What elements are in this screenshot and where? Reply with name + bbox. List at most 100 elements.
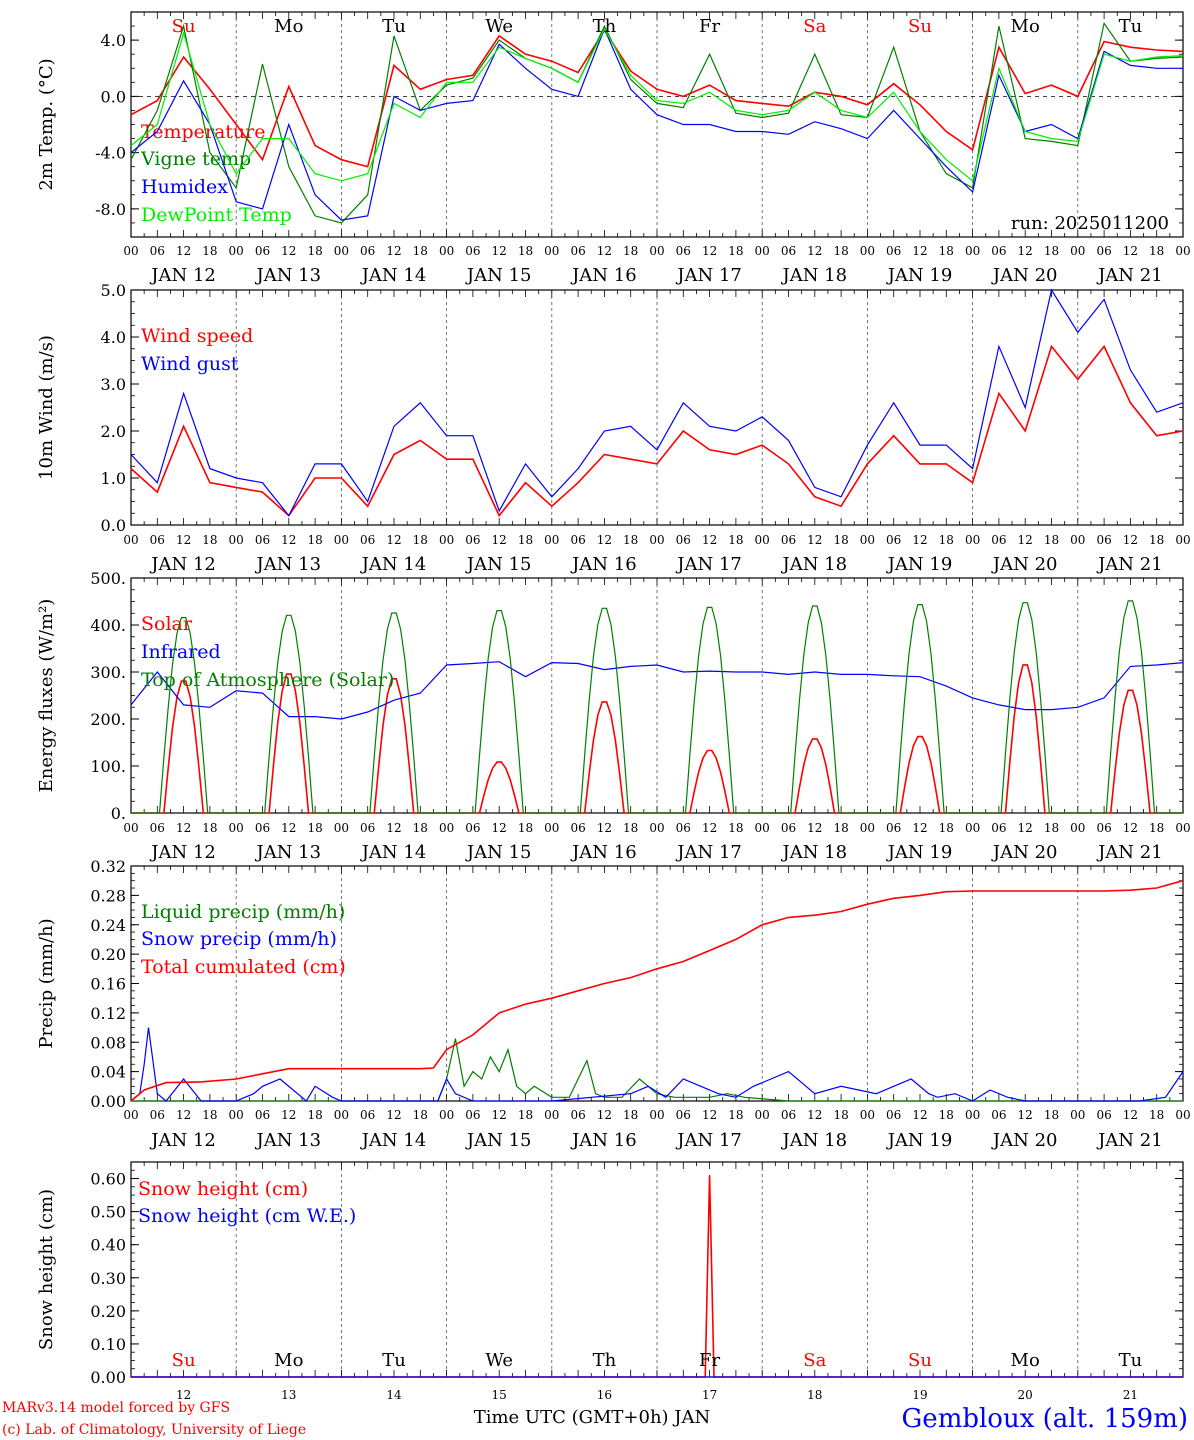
hour-tick-label: 12 <box>807 821 822 835</box>
hour-tick-label: 18 <box>728 1108 743 1122</box>
day-number-label: 13 <box>281 1388 296 1402</box>
hour-tick-label: 12 <box>386 1108 401 1122</box>
hour-tick-label: 00 <box>755 533 770 547</box>
hour-tick-label: 12 <box>1123 1108 1138 1122</box>
hour-tick-label: 18 <box>413 821 428 835</box>
date-label: JAN 21 <box>1096 265 1163 286</box>
hour-tick-label: 06 <box>781 533 796 547</box>
hour-tick-label: 18 <box>1044 821 1059 835</box>
hour-tick-label: 00 <box>965 533 980 547</box>
y-tick-label: 5.0 <box>101 281 126 300</box>
meteogram-panels: 4.0 0.0 -4.0 -8.0 2m Temp. (°C) Temperature Vi… <box>36 11 1191 1402</box>
legend-entry: Top of Atmosphere (Solar) <box>141 669 394 691</box>
hour-tick-label: 12 <box>702 1108 717 1122</box>
hour-tick-label: 12 <box>281 533 296 547</box>
hour-tick-label: 06 <box>570 244 585 258</box>
hour-tick-label: 06 <box>886 533 901 547</box>
series-line-infrared <box>130 661 1184 720</box>
series-line-vigne-temp <box>130 21 1184 224</box>
hour-tick-label: 18 <box>307 244 322 258</box>
hour-tick-label: 12 <box>281 821 296 835</box>
y-tick-label: 100. <box>90 757 126 776</box>
series-line-humidex <box>130 27 1183 221</box>
model-credit-line1: MARv3.14 model forced by GFS <box>2 1400 230 1416</box>
hour-tick-label: 06 <box>570 533 585 547</box>
hour-tick-label: 18 <box>413 533 428 547</box>
hour-tick-label: 12 <box>597 1108 612 1122</box>
hour-tick-label: 00 <box>755 821 770 835</box>
y-tick-label: 1.0 <box>101 469 126 488</box>
date-label: JAN 20 <box>991 842 1058 863</box>
date-label: JAN 14 <box>360 1130 427 1151</box>
y-tick-label: 0.04 <box>90 1063 126 1082</box>
hour-tick-label: 06 <box>150 533 165 547</box>
hour-tick-label: 12 <box>1018 244 1033 258</box>
hour-tick-label: 18 <box>833 533 848 547</box>
hour-tick-label: 18 <box>413 244 428 258</box>
y-tick-label: 0.50 <box>90 1203 126 1222</box>
date-label: JAN 16 <box>570 1130 637 1151</box>
hour-tick-label: 18 <box>1149 244 1164 258</box>
hour-tick-label: 12 <box>807 1108 822 1122</box>
weekday-label: Tu <box>382 1350 406 1371</box>
hour-tick-label: 00 <box>965 1108 980 1122</box>
date-label: JAN 17 <box>675 1130 742 1151</box>
hour-tick-label: 18 <box>202 533 217 547</box>
y-tick-label: 0.60 <box>90 1170 126 1189</box>
hour-tick-label: 00 <box>123 244 138 258</box>
hour-tick-label: 06 <box>676 821 691 835</box>
hour-tick-label: 06 <box>886 244 901 258</box>
hour-tick-label: 06 <box>1096 1108 1111 1122</box>
series-line-liquid-precip-mm-h- <box>131 1038 1183 1102</box>
hour-tick-label: 06 <box>781 1108 796 1122</box>
hour-tick-label: 06 <box>255 821 270 835</box>
hour-tick-label: 06 <box>465 533 480 547</box>
date-label: JAN 13 <box>255 842 322 863</box>
legend-entry: Temperature <box>141 121 265 143</box>
hour-tick-label: 12 <box>912 244 927 258</box>
date-label: JAN 14 <box>360 554 427 575</box>
hour-tick-label: 00 <box>1070 1108 1085 1122</box>
hour-tick-label: 12 <box>597 244 612 258</box>
date-label: JAN 18 <box>781 554 848 575</box>
hour-tick-label: 18 <box>1044 1108 1059 1122</box>
hour-tick-label: 12 <box>386 244 401 258</box>
hour-tick-label: 06 <box>781 244 796 258</box>
series-line-snow-precip-mm-h- <box>130 1027 1184 1102</box>
hour-tick-label: 18 <box>307 533 322 547</box>
panel-precip: 0.00 0.04 0.08 0.12 0.16 0.20 0.24 0.28 0.32 Prec… <box>36 857 1191 1151</box>
date-label: JAN 17 <box>675 554 742 575</box>
hour-tick-label: 00 <box>229 1108 244 1122</box>
model-credit-line2: (c) Lab. of Climatology, University of L… <box>2 1422 306 1438</box>
hour-tick-label: 18 <box>1149 821 1164 835</box>
date-label: JAN 17 <box>675 842 742 863</box>
hour-tick-label: 00 <box>334 821 349 835</box>
hour-tick-label: 12 <box>1123 244 1138 258</box>
hour-tick-label: 18 <box>939 1108 954 1122</box>
hour-tick-label: 06 <box>676 1108 691 1122</box>
hour-tick-label: 06 <box>570 1108 585 1122</box>
hour-tick-label: 06 <box>360 533 375 547</box>
hour-tick-label: 06 <box>150 1108 165 1122</box>
hour-tick-label: 12 <box>1018 821 1033 835</box>
weekday-label: Su <box>908 1350 932 1371</box>
date-label: JAN 13 <box>255 265 322 286</box>
hour-tick-label: 06 <box>991 821 1006 835</box>
y-tick-label: 3.0 <box>101 375 126 394</box>
y-tick-label: 0.0 <box>101 87 126 106</box>
hour-tick-label: 00 <box>860 1108 875 1122</box>
legend-entry: Wind gust <box>141 353 239 375</box>
y-tick-label: 0. <box>111 804 126 823</box>
hour-tick-label: 06 <box>781 821 796 835</box>
hour-tick-label: 12 <box>912 821 927 835</box>
hour-tick-label: 18 <box>939 244 954 258</box>
hour-tick-label: 06 <box>676 533 691 547</box>
hour-tick-label: 06 <box>570 821 585 835</box>
date-label: JAN 16 <box>570 265 637 286</box>
hour-tick-label: 00 <box>860 244 875 258</box>
day-number-label: 21 <box>1123 1388 1138 1402</box>
date-label: JAN 19 <box>886 265 953 286</box>
hour-tick-label: 12 <box>807 533 822 547</box>
legend-entry: Vigne temp <box>140 148 251 170</box>
day-number-label: 15 <box>492 1388 507 1402</box>
